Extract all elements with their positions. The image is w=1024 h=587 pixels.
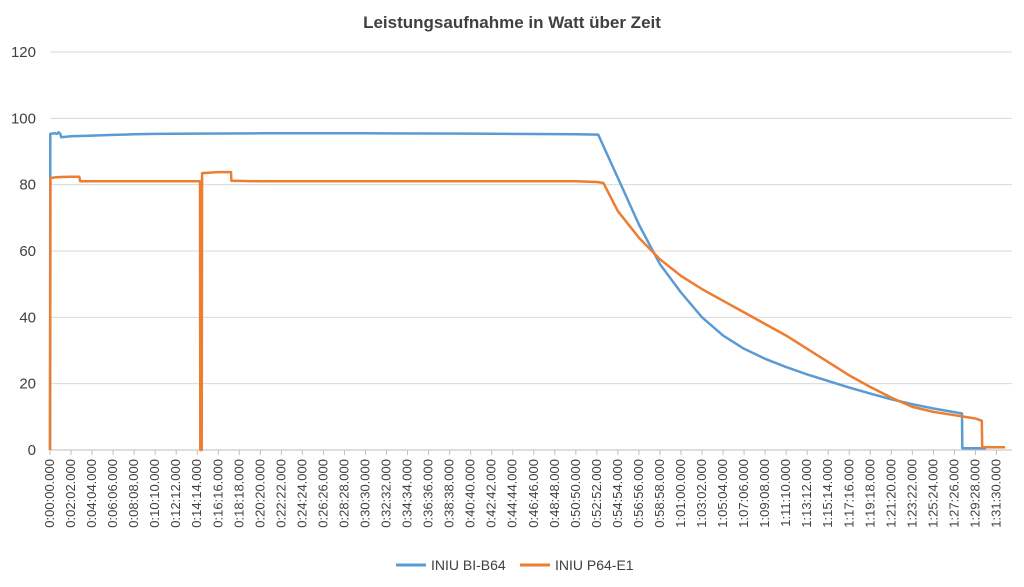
- x-tick-label: 0:46:46.000: [526, 459, 541, 528]
- x-tick-label: 0:50:50.000: [568, 459, 583, 528]
- x-tick-label: 1:01:00.000: [673, 459, 688, 528]
- x-tick-label: 0:30:30.000: [357, 459, 372, 528]
- x-tick-label: 0:06:06.000: [105, 459, 120, 528]
- x-tick-label: 0:26:26.000: [315, 459, 330, 528]
- x-tick-label: 0:20:20.000: [252, 459, 267, 528]
- x-tick-label: 1:19:18.000: [862, 459, 877, 528]
- x-tick-label: 0:16:16.000: [210, 459, 225, 528]
- chart-title: Leistungsaufnahme in Watt über Zeit: [363, 13, 661, 32]
- x-tick-label: 0:04:04.000: [84, 459, 99, 528]
- y-tick-label: 0: [28, 442, 36, 459]
- x-tick-label: 0:22:22.000: [273, 459, 288, 528]
- x-tick-label: 0:54:54.000: [610, 459, 625, 528]
- y-tick-label: 100: [11, 110, 36, 127]
- x-tick-label: 0:58:58.000: [652, 459, 667, 528]
- x-tick-label: 0:08:08.000: [126, 459, 141, 528]
- x-tick-label: 0:36:36.000: [421, 459, 436, 528]
- series-line-0: [48, 131, 987, 451]
- x-tick-label: 0:18:18.000: [231, 459, 246, 528]
- x-tick-label: 1:15:14.000: [820, 459, 835, 528]
- y-tick-label: 40: [19, 309, 36, 326]
- x-tick-label: 0:40:40.000: [463, 459, 478, 528]
- x-tick-label: 0:32:32.000: [379, 459, 394, 528]
- x-tick-label: 0:38:38.000: [442, 459, 457, 528]
- x-tick-label: 1:27:26.000: [946, 459, 961, 528]
- x-tick-label: 0:28:28.000: [336, 459, 351, 528]
- x-tick-label: 1:07:06.000: [736, 459, 751, 528]
- legend: INIU BI-B64 INIU P64-E1: [396, 557, 634, 573]
- y-tick-label: 60: [19, 243, 36, 260]
- y-tick-label: 20: [19, 376, 36, 393]
- x-tick-label: 0:42:42.000: [484, 459, 499, 528]
- x-tick-label: 0:48:48.000: [547, 459, 562, 528]
- x-tick-label: 1:09:08.000: [757, 459, 772, 528]
- x-tick-label: 1:05:04.000: [715, 459, 730, 528]
- legend-label-series-0: INIU BI-B64: [431, 557, 506, 573]
- y-axis: 0 20 40 60 80 100 120: [11, 44, 36, 459]
- y-tick-label: 120: [11, 44, 36, 61]
- x-tick-label: 1:17:16.000: [841, 459, 856, 528]
- x-tick-label: 0:02:02.000: [63, 459, 78, 528]
- gridlines: [50, 51, 1012, 451]
- x-tick-label: 0:10:10.000: [147, 459, 162, 528]
- x-tick-label: 0:00:00.000: [42, 459, 57, 528]
- x-tick-label: 1:13:12.000: [799, 459, 814, 528]
- series-lines: [48, 131, 1006, 452]
- x-tick-label: 0:24:24.000: [294, 459, 309, 528]
- x-tick-label: 0:34:34.000: [400, 459, 415, 528]
- x-tick-label: 1:25:24.000: [925, 459, 940, 528]
- x-tick-label: 1:21:20.000: [883, 459, 898, 528]
- series-line-1: [48, 170, 1006, 452]
- x-tick-label: 0:14:14.000: [189, 459, 204, 528]
- x-axis: 0:00:00.000 0:02:02.000 0:04:04.000 0:06:06…: [42, 450, 1003, 528]
- x-tick-label: 1:23:22.000: [904, 459, 919, 528]
- x-tick-label: 1:03:02.000: [694, 459, 709, 528]
- x-tick-label: 1:29:28.000: [967, 459, 982, 528]
- x-tick-label: 1:31:30.000: [988, 459, 1003, 528]
- x-tick-label: 0:52:52.000: [589, 459, 604, 528]
- x-tick-label: 0:56:56.000: [631, 459, 646, 528]
- y-tick-label: 80: [19, 177, 36, 194]
- legend-label-series-1: INIU P64-E1: [555, 557, 634, 573]
- x-tick-label: 0:44:44.000: [505, 459, 520, 528]
- x-tick-label: 0:12:12.000: [168, 459, 183, 528]
- x-tick-label: 1:11:10.000: [778, 459, 793, 527]
